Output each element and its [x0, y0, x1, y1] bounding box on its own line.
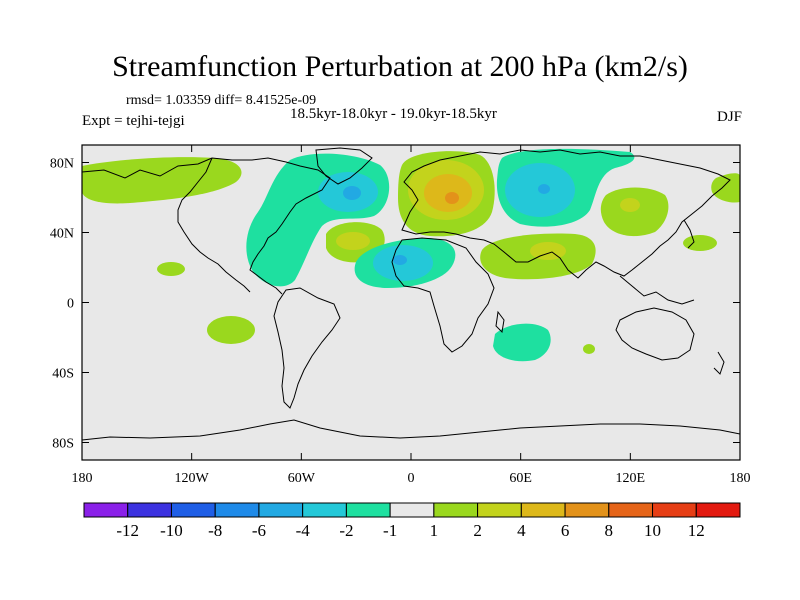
coastlines — [81, 147, 741, 441]
lat-tick-label: 40S — [52, 367, 74, 382]
colorbar-label: 6 — [561, 521, 570, 540]
colorbar-swatch — [433, 502, 479, 518]
contour-fill-west-pacific — [600, 187, 669, 237]
lon-tick-label: 180 — [730, 471, 751, 486]
colorbar-swatch — [520, 502, 566, 518]
coastline-japan — [683, 219, 695, 249]
contour-fill-arabia-core — [530, 242, 566, 260]
colorbar-swatch — [214, 502, 260, 518]
coastline-south-america — [273, 287, 341, 409]
lat-tick-label: 40N — [50, 227, 74, 242]
contour-fill-pacific-small — [157, 262, 185, 276]
colorbar-swatch — [477, 502, 522, 518]
lon-tick-label: 120W — [175, 471, 210, 486]
plot-title: Streamfunction Perturbation at 200 hPa (… — [112, 50, 688, 83]
colorbar-label: -6 — [252, 521, 266, 540]
colorbar-label: 2 — [473, 521, 482, 540]
colorbar-label: 1 — [430, 521, 439, 540]
contour-fill-north-america-deep — [343, 186, 361, 200]
coastline-greenland — [315, 147, 373, 185]
coastline-north-america-west — [177, 157, 251, 293]
contour-fill-north-pacific — [82, 157, 242, 204]
colorbar-swatch — [345, 502, 391, 518]
colorbar-label: -4 — [296, 521, 311, 540]
colorbar-swatch — [258, 502, 304, 518]
lat-tick-label: 0 — [67, 297, 74, 312]
colorbar-label: -12 — [116, 521, 139, 540]
colorbar-label: -1 — [383, 521, 397, 540]
colorbar-label: 12 — [688, 521, 705, 540]
contour-fill-europe-core-2 — [424, 174, 472, 212]
coastline-australia — [615, 307, 695, 361]
contour-fills — [82, 148, 740, 362]
colorbar-label: -10 — [160, 521, 183, 540]
map-panel: 180 120W 60W 0 60E 120E 180 80N 40N 0 40S 80S — [50, 144, 751, 486]
latitude-ticks: 80N 40N 0 40S 80S — [50, 157, 740, 452]
season-label: DJF — [716, 109, 742, 125]
coastline-new-zealand — [713, 351, 725, 375]
colorbar-swatch — [302, 502, 347, 518]
contour-fill-madagascar-small — [583, 344, 595, 354]
contour-fill-asia-deep — [538, 184, 550, 194]
coastline-madagascar — [495, 310, 505, 334]
stats-label: rmsd= 1.03359 diff= 8.41525e-09 — [126, 93, 317, 108]
contour-fill-mid-atlantic-deep — [393, 255, 407, 265]
coastline-antarctica — [81, 419, 741, 441]
lon-tick-label: 120E — [616, 471, 646, 486]
coastline-europe-asia — [401, 149, 731, 279]
lon-tick-label: 60E — [509, 471, 532, 486]
coastline-north-america — [81, 157, 331, 295]
lon-tick-label: 60W — [288, 471, 316, 486]
colorbar-swatch — [695, 502, 741, 518]
colorbar-label: 8 — [605, 521, 614, 540]
colorbar-label: 10 — [644, 521, 661, 540]
coastline-africa — [391, 237, 495, 353]
colorbar-swatch — [608, 502, 654, 518]
coastline-southeast-asia — [619, 275, 695, 305]
experiment-label: Expt = tejhi-tejgi — [82, 113, 185, 129]
lon-tick-label: 180 — [72, 471, 93, 486]
contour-fill-japan — [683, 235, 717, 251]
colorbar-swatch — [389, 502, 435, 518]
lon-tick-label: 0 — [408, 471, 415, 486]
longitude-ticks: 180 120W 60W 0 60E 120E 180 — [72, 145, 751, 486]
contour-fill-west-pacific-core — [620, 198, 640, 212]
lat-tick-label: 80N — [50, 157, 74, 172]
contour-fill-europe-core-3 — [445, 192, 459, 204]
period-label: 18.5kyr-18.0kyr - 19.0kyr-18.5kyr — [290, 106, 497, 122]
colorbar: -12 -10 -8 -6 -4 -2 -1 1 2 4 6 8 10 12 — [83, 502, 741, 540]
colorbar-swatch — [652, 502, 697, 518]
colorbar-swatch — [127, 502, 172, 518]
contour-fill-pacific-east — [711, 173, 740, 203]
contour-fill-north-atlantic-core — [336, 232, 370, 250]
lat-tick-label: 80S — [52, 437, 74, 452]
colorbar-swatch — [83, 502, 129, 518]
colorbar-swatch — [564, 502, 610, 518]
colorbar-swatch — [170, 502, 216, 518]
colorbar-label: -8 — [208, 521, 222, 540]
colorbar-label: 4 — [517, 521, 526, 540]
colorbar-label: -2 — [339, 521, 353, 540]
contour-fill-africa-south — [493, 323, 551, 362]
contour-fill-south-pacific — [207, 316, 255, 344]
